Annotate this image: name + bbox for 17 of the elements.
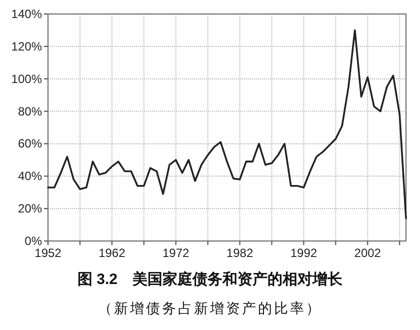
y-tick-label: 40% bbox=[18, 169, 42, 184]
y-tick-label: 120% bbox=[11, 39, 42, 54]
text: （新增债务占新增资产的比率） bbox=[98, 300, 322, 316]
y-tick-label: 0% bbox=[24, 234, 42, 248]
y-tick-label: 140% bbox=[11, 7, 42, 21]
y-tick-label: 100% bbox=[11, 72, 42, 86]
x-tick-label: 1982 bbox=[226, 246, 254, 260]
y-tick-label: 60% bbox=[18, 136, 42, 151]
y-tick-label: 20% bbox=[18, 202, 42, 216]
line-series bbox=[47, 29, 407, 220]
x-tick-label: 1952 bbox=[34, 246, 62, 260]
text: 图 3.2 美国家庭债务和资产的相对增长 bbox=[77, 270, 344, 288]
x-tick-label: 1992 bbox=[290, 246, 318, 260]
y-tick-label: 80% bbox=[18, 104, 42, 118]
x-tick-label: 1972 bbox=[162, 246, 190, 260]
x-tick-label: 2002 bbox=[354, 246, 382, 260]
x-tick-label: 1962 bbox=[98, 246, 126, 260]
